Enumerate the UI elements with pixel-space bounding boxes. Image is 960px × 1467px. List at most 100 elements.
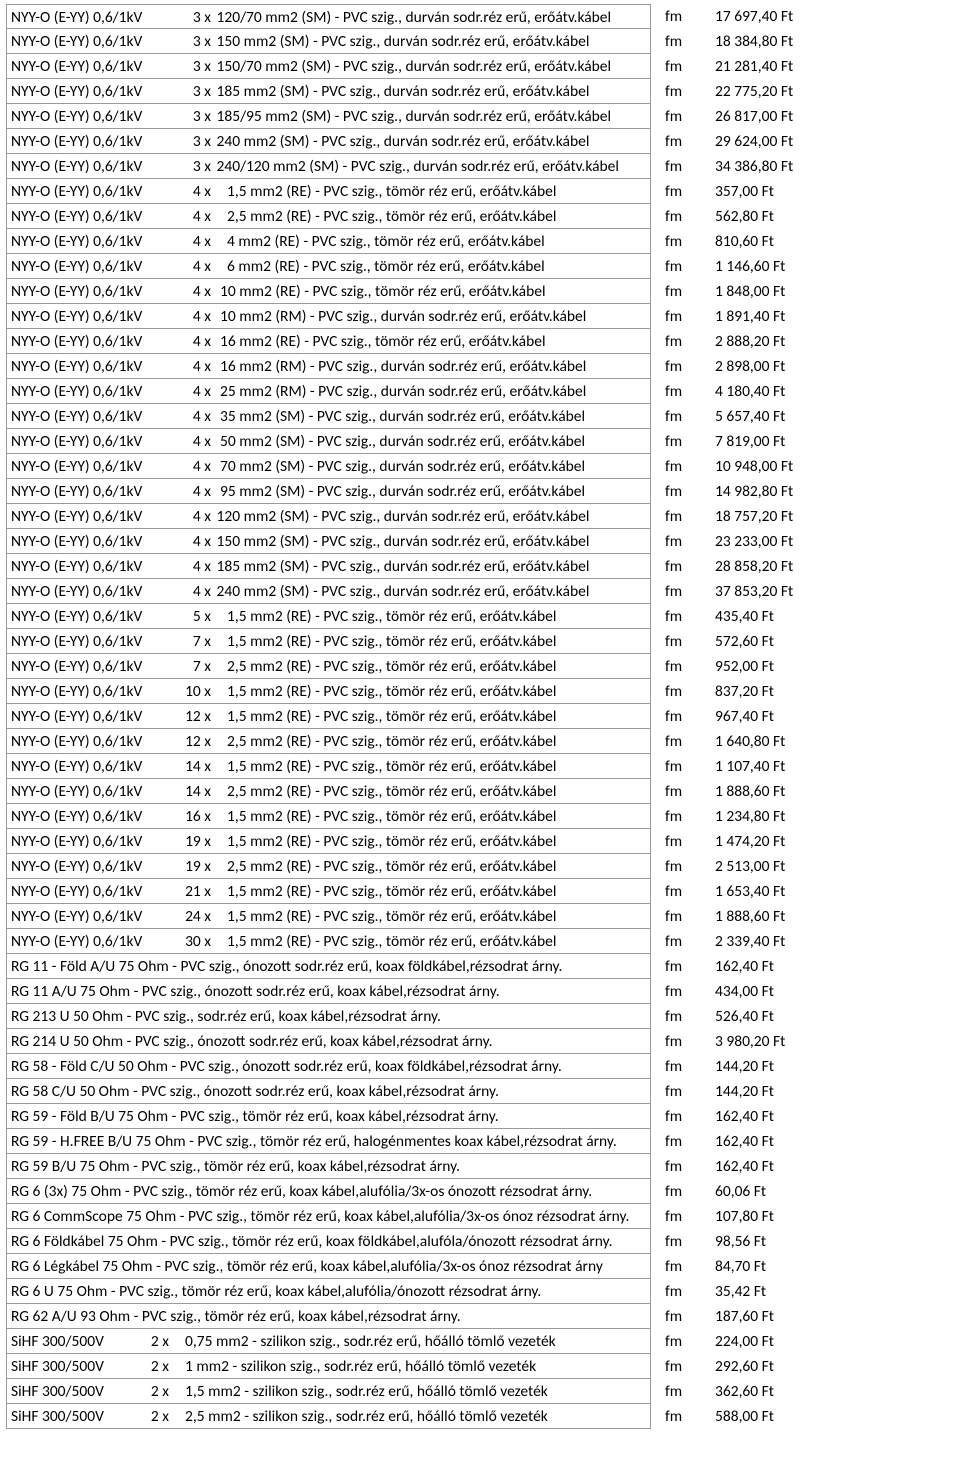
- unit-cell: fm: [651, 1329, 709, 1354]
- price-cell: 187,60 Ft: [709, 1304, 954, 1329]
- cable-type: NYY-O (E-YY) 0,6/1kV: [11, 104, 171, 129]
- table-row: NYY-O (E-YY) 0,6/1kV4 x 16 mm2 (RE) - PV…: [6, 329, 954, 354]
- cable-type: NYY-O (E-YY) 0,6/1kV: [11, 729, 171, 754]
- table-row: NYY-O (E-YY) 0,6/1kV4 x 50 mm2 (SM) - PV…: [6, 429, 954, 454]
- cable-type: NYY-O (E-YY) 0,6/1kV: [11, 829, 171, 854]
- price-cell: 29 624,00 Ft: [709, 129, 954, 154]
- size-spec: 50 mm2 (SM) - PVC szig., durván sodr.réz…: [213, 429, 585, 454]
- size-spec: 2,5 mm2 (RE) - PVC szig., tömör réz erű,…: [213, 854, 556, 879]
- core-count: 4 x: [171, 304, 213, 329]
- price-cell: 1 474,20 Ft: [709, 829, 954, 854]
- cable-type: NYY-O (E-YY) 0,6/1kV: [11, 354, 171, 379]
- description-text: RG 6 U 75 Ohm - PVC szig., tömör réz erű…: [11, 1282, 541, 1301]
- size-spec: 1 mm2 - szilikon szig., sodr.réz erű, hő…: [171, 1354, 536, 1379]
- description-cell: NYY-O (E-YY) 0,6/1kV4 x 120 mm2 (SM) - P…: [6, 504, 651, 529]
- price-cell: 1 146,60 Ft: [709, 254, 954, 279]
- table-row: NYY-O (E-YY) 0,6/1kV4 x 2,5 mm2 (RE) - P…: [6, 204, 954, 229]
- description-text: RG 214 U 50 Ohm - PVC szig., ónozott sod…: [11, 1032, 493, 1051]
- description-text: RG 11 A/U 75 Ohm - PVC szig., ónozott so…: [11, 982, 500, 1001]
- price-cell: 107,80 Ft: [709, 1204, 954, 1229]
- price-cell: 952,00 Ft: [709, 654, 954, 679]
- size-spec: 185 mm2 (SM) - PVC szig., durván sodr.ré…: [213, 554, 589, 579]
- description-text: RG 59 B/U 75 Ohm - PVC szig., tömör réz …: [11, 1157, 460, 1176]
- price-cell: 3 980,20 Ft: [709, 1029, 954, 1054]
- price-cell: 18 384,80 Ft: [709, 29, 954, 54]
- unit-cell: fm: [651, 4, 709, 29]
- size-spec: 16 mm2 (RE) - PVC szig., tömör réz erű, …: [213, 329, 546, 354]
- core-count: 4 x: [171, 329, 213, 354]
- table-row: RG 59 - Föld B/U 75 Ohm - PVC szig., töm…: [6, 1104, 954, 1129]
- description-cell: RG 6 Földkábel 75 Ohm - PVC szig., tömör…: [6, 1229, 651, 1254]
- size-spec: 2,5 mm2 (RE) - PVC szig., tömör réz erű,…: [213, 204, 556, 229]
- core-count: 4 x: [171, 354, 213, 379]
- table-row: NYY-O (E-YY) 0,6/1kV7 x 2,5 mm2 (RE) - P…: [6, 654, 954, 679]
- core-count: 3 x: [171, 79, 213, 104]
- cable-type: NYY-O (E-YY) 0,6/1kV: [11, 929, 171, 954]
- price-cell: 434,00 Ft: [709, 979, 954, 1004]
- core-count: 12 x: [171, 729, 213, 754]
- size-spec: 2,5 mm2 (RE) - PVC szig., tömör réz erű,…: [213, 654, 556, 679]
- description-cell: NYY-O (E-YY) 0,6/1kV24 x 1,5 mm2 (RE) - …: [6, 904, 651, 929]
- size-spec: 150/70 mm2 (SM) - PVC szig., durván sodr…: [213, 54, 611, 79]
- core-count: 4 x: [171, 429, 213, 454]
- description-text: RG 6 (3x) 75 Ohm - PVC szig., tömör réz …: [11, 1182, 592, 1201]
- cable-type: NYY-O (E-YY) 0,6/1kV: [11, 54, 171, 79]
- description-cell: NYY-O (E-YY) 0,6/1kV14 x 2,5 mm2 (RE) - …: [6, 779, 651, 804]
- price-cell: 26 817,00 Ft: [709, 104, 954, 129]
- table-row: NYY-O (E-YY) 0,6/1kV3 x 185/95 mm2 (SM) …: [6, 104, 954, 129]
- price-cell: 98,56 Ft: [709, 1229, 954, 1254]
- unit-cell: fm: [651, 579, 709, 604]
- cable-type: NYY-O (E-YY) 0,6/1kV: [11, 429, 171, 454]
- price-cell: 588,00 Ft: [709, 1404, 954, 1429]
- description-cell: RG 11 - Föld A/U 75 Ohm - PVC szig., óno…: [6, 954, 651, 979]
- table-row: NYY-O (E-YY) 0,6/1kV14 x 1,5 mm2 (RE) - …: [6, 754, 954, 779]
- unit-cell: fm: [651, 754, 709, 779]
- unit-cell: fm: [651, 504, 709, 529]
- description-cell: SiHF 300/500V2 x 2,5 mm2 - szilikon szig…: [6, 1404, 651, 1429]
- cable-type: NYY-O (E-YY) 0,6/1kV: [11, 404, 171, 429]
- unit-cell: fm: [651, 479, 709, 504]
- table-row: NYY-O (E-YY) 0,6/1kV4 x 10 mm2 (RM) - PV…: [6, 304, 954, 329]
- price-cell: 572,60 Ft: [709, 629, 954, 654]
- table-row: NYY-O (E-YY) 0,6/1kV14 x 2,5 mm2 (RE) - …: [6, 779, 954, 804]
- unit-cell: fm: [651, 1004, 709, 1029]
- size-spec: 240 mm2 (SM) - PVC szig., durván sodr.ré…: [213, 129, 589, 154]
- description-cell: RG 6 CommScope 75 Ohm - PVC szig., tömör…: [6, 1204, 651, 1229]
- price-cell: 1 653,40 Ft: [709, 879, 954, 904]
- table-row: RG 58 C/U 50 Ohm - PVC szig., ónozott so…: [6, 1079, 954, 1104]
- price-cell: 37 853,20 Ft: [709, 579, 954, 604]
- table-row: RG 6 U 75 Ohm - PVC szig., tömör réz erű…: [6, 1279, 954, 1304]
- description-cell: NYY-O (E-YY) 0,6/1kV4 x 10 mm2 (RE) - PV…: [6, 279, 651, 304]
- unit-cell: fm: [651, 1404, 709, 1429]
- cable-type: NYY-O (E-YY) 0,6/1kV: [11, 904, 171, 929]
- cable-type: NYY-O (E-YY) 0,6/1kV: [11, 654, 171, 679]
- description-text: RG 59 - H.FREE B/U 75 Ohm - PVC szig., t…: [11, 1132, 617, 1151]
- core-count: 4 x: [171, 179, 213, 204]
- core-count: 19 x: [171, 854, 213, 879]
- core-count: 2 x: [129, 1379, 171, 1404]
- unit-cell: fm: [651, 1279, 709, 1304]
- cable-type: NYY-O (E-YY) 0,6/1kV: [11, 254, 171, 279]
- core-count: 4 x: [171, 479, 213, 504]
- cable-type: SiHF 300/500V: [11, 1404, 129, 1429]
- cable-type: NYY-O (E-YY) 0,6/1kV: [11, 229, 171, 254]
- price-cell: 84,70 Ft: [709, 1254, 954, 1279]
- core-count: 4 x: [171, 454, 213, 479]
- cable-type: NYY-O (E-YY) 0,6/1kV: [11, 804, 171, 829]
- cable-type: NYY-O (E-YY) 0,6/1kV: [11, 854, 171, 879]
- description-cell: RG 58 - Föld C/U 50 Ohm - PVC szig., óno…: [6, 1054, 651, 1079]
- size-spec: 2,5 mm2 (RE) - PVC szig., tömör réz erű,…: [213, 729, 556, 754]
- price-cell: 562,80 Ft: [709, 204, 954, 229]
- description-cell: NYY-O (E-YY) 0,6/1kV16 x 1,5 mm2 (RE) - …: [6, 804, 651, 829]
- price-cell: 1 640,80 Ft: [709, 729, 954, 754]
- description-cell: SiHF 300/500V2 x 1,5 mm2 - szilikon szig…: [6, 1379, 651, 1404]
- cable-type: NYY-O (E-YY) 0,6/1kV: [11, 604, 171, 629]
- unit-cell: fm: [651, 254, 709, 279]
- unit-cell: fm: [651, 529, 709, 554]
- unit-cell: fm: [651, 304, 709, 329]
- cable-type: NYY-O (E-YY) 0,6/1kV: [11, 154, 171, 179]
- price-cell: 162,40 Ft: [709, 1104, 954, 1129]
- size-spec: 150 mm2 (SM) - PVC szig., durván sodr.ré…: [213, 529, 589, 554]
- size-spec: 120 mm2 (SM) - PVC szig., durván sodr.ré…: [213, 504, 589, 529]
- unit-cell: fm: [651, 204, 709, 229]
